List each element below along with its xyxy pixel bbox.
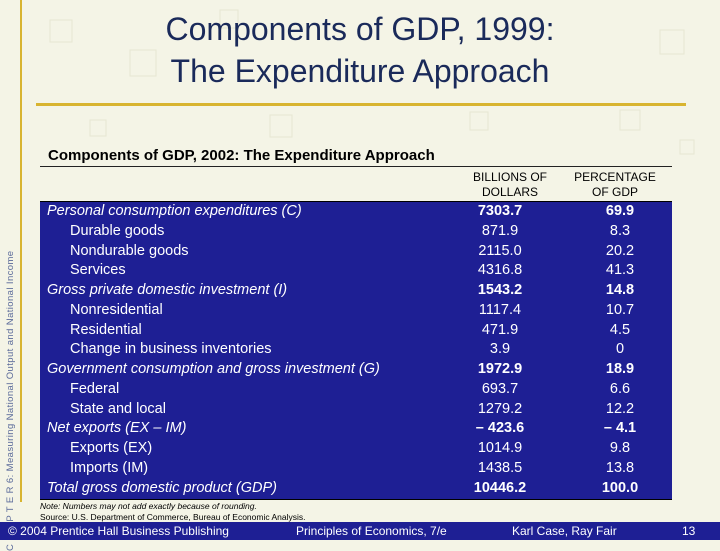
table-row: Total gross domestic product (GDP) 10446.… bbox=[40, 479, 672, 498]
percent-value: 14.8 bbox=[605, 282, 635, 298]
billions-value: 4316.8 bbox=[477, 262, 523, 279]
footer-copyright: © 2004 Prentice Hall Business Publishing bbox=[8, 524, 229, 538]
billions-value: 1117.4 bbox=[478, 301, 522, 318]
percent-value: 9.8 bbox=[609, 440, 631, 456]
row-label: Nonresidential bbox=[70, 301, 163, 318]
billions-value: 1014.9 bbox=[477, 440, 523, 456]
percent-value: – 4.1 bbox=[603, 420, 637, 437]
table-row: Durable goods 871.9 8.3 bbox=[40, 222, 672, 241]
table-row: Imports (IM) 1438.5 13.8 bbox=[40, 459, 672, 478]
percent-value: 4.5 bbox=[609, 321, 631, 338]
percent-value: 0 bbox=[615, 341, 625, 358]
row-label: Services bbox=[70, 262, 126, 279]
percent-value: 8.3 bbox=[609, 222, 631, 239]
slide-title-line1: Components of GDP, 1999: bbox=[165, 11, 555, 47]
table-row: Net exports (EX – IM) – 423.6 – 4.1 bbox=[40, 419, 672, 438]
billions-value: 1438.5 bbox=[477, 459, 523, 476]
table-row: Federal 693.7 6.6 bbox=[40, 380, 672, 399]
row-label: State and local bbox=[70, 400, 166, 417]
row-label: Net exports (EX – IM) bbox=[47, 420, 187, 437]
table-row: Government consumption and gross investm… bbox=[40, 360, 672, 379]
billions-value: – 423.6 bbox=[475, 420, 525, 437]
gdp-table: Personal consumption expenditures (C) 730… bbox=[40, 201, 672, 500]
percent-column-header: PERCENTAGE OF GDP bbox=[560, 170, 670, 200]
slide-title: Components of GDP, 1999: The Expenditure… bbox=[120, 8, 600, 92]
billions-header-line2: DOLLARS bbox=[481, 185, 539, 199]
footer-book-title: Principles of Economics, 7/e bbox=[296, 524, 447, 538]
row-label: Residential bbox=[70, 321, 142, 338]
source-note: Source: U.S. Department of Commerce, Bur… bbox=[40, 512, 306, 522]
table-row: Gross private domestic investment (I) 154… bbox=[40, 281, 672, 300]
billions-value: 471.9 bbox=[481, 321, 519, 338]
percent-value: 10.7 bbox=[605, 301, 635, 318]
billions-value: 871.9 bbox=[481, 222, 519, 239]
billions-value: 10446.2 bbox=[473, 479, 527, 496]
left-accent-rule bbox=[20, 0, 22, 502]
billions-column-header: BILLIONS OF DOLLARS bbox=[455, 170, 565, 200]
row-label: Imports (IM) bbox=[70, 459, 149, 476]
chapter-side-label: C H A P T E R 6: Measuring National Outp… bbox=[5, 250, 16, 551]
percent-header-line2: OF GDP bbox=[591, 185, 638, 199]
percent-value: 69.9 bbox=[605, 203, 635, 219]
billions-value: 1279.2 bbox=[477, 400, 523, 417]
row-label: Nondurable goods bbox=[70, 242, 189, 259]
percent-value: 12.2 bbox=[605, 400, 635, 417]
rounding-note: Note: Numbers may not add exactly becaus… bbox=[40, 501, 257, 511]
table-row: Nonresidential 1117.4 10.7 bbox=[40, 301, 672, 320]
row-label: Change in business inventories bbox=[70, 341, 272, 358]
percent-value: 41.3 bbox=[605, 262, 635, 279]
row-label: Personal consumption expenditures (C) bbox=[47, 203, 302, 219]
percent-value: 13.8 bbox=[605, 459, 635, 476]
footer-authors: Karl Case, Ray Fair bbox=[512, 524, 617, 538]
footer-bar: © 2004 Prentice Hall Business Publishing… bbox=[0, 522, 720, 540]
table-title: Components of GDP, 2002: The Expenditure… bbox=[40, 145, 672, 167]
table-row: Personal consumption expenditures (C) 730… bbox=[40, 202, 672, 221]
slide-title-line2: The Expenditure Approach bbox=[170, 53, 550, 89]
table-row: Nondurable goods 2115.0 20.2 bbox=[40, 242, 672, 261]
percent-value: 6.6 bbox=[609, 380, 631, 397]
billions-value: 1972.9 bbox=[477, 361, 523, 377]
row-label: Government consumption and gross investm… bbox=[47, 361, 380, 377]
row-label: Gross private domestic investment (I) bbox=[47, 282, 288, 298]
table-row: Services 4316.8 41.3 bbox=[40, 261, 672, 280]
billions-header-line1: BILLIONS OF bbox=[472, 170, 548, 184]
billions-value: 2115.0 bbox=[478, 242, 522, 259]
billions-value: 693.7 bbox=[481, 380, 519, 397]
billions-value: 7303.7 bbox=[477, 203, 523, 219]
title-accent-rule bbox=[36, 103, 686, 106]
row-label: Durable goods bbox=[70, 222, 165, 239]
billions-value: 3.9 bbox=[489, 341, 511, 358]
table-row: Residential 471.9 4.5 bbox=[40, 321, 672, 340]
percent-value: 18.9 bbox=[605, 361, 635, 377]
percent-value: 100.0 bbox=[601, 479, 639, 496]
billions-value: 1543.2 bbox=[477, 282, 523, 298]
percent-value: 20.2 bbox=[605, 242, 635, 259]
footer-page-number: 13 bbox=[682, 524, 696, 538]
row-label: Federal bbox=[70, 380, 120, 397]
table-row: Change in business inventories 3.9 0 bbox=[40, 340, 672, 359]
table-row: State and local 1279.2 12.2 bbox=[40, 400, 672, 419]
percent-header-line1: PERCENTAGE bbox=[574, 170, 656, 184]
table-row: Exports (EX) 1014.9 9.8 bbox=[40, 439, 672, 458]
row-label: Exports (EX) bbox=[70, 440, 153, 456]
row-label: Total gross domestic product (GDP) bbox=[47, 479, 277, 496]
